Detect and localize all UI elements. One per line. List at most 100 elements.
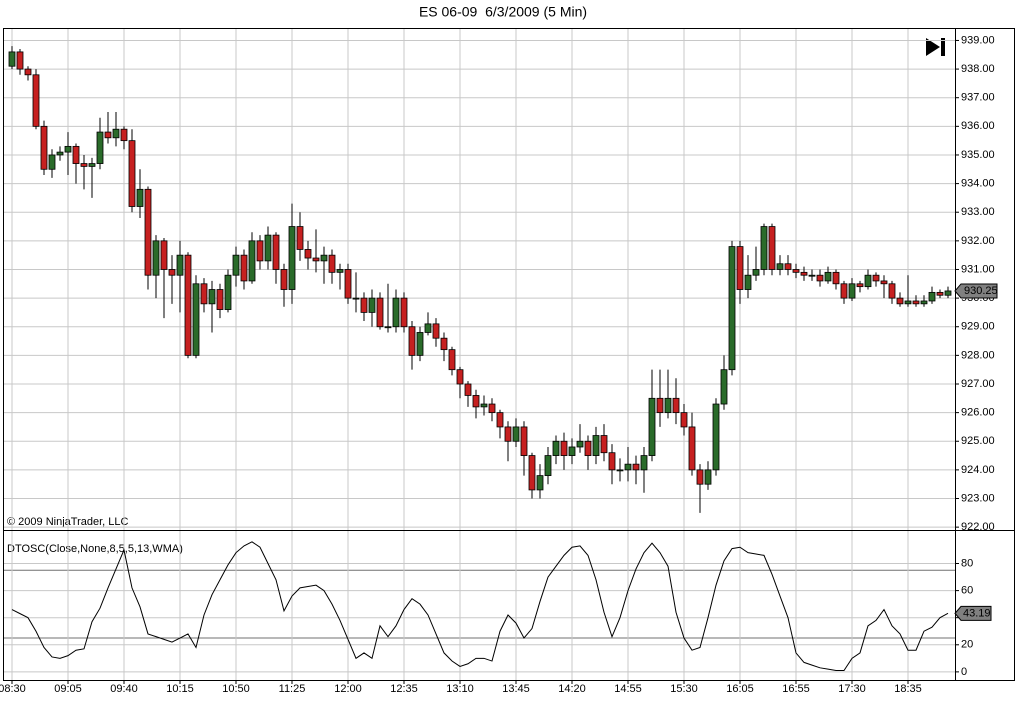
candle-body — [600, 435, 608, 454]
candle-body — [232, 254, 240, 276]
candle-body — [168, 269, 176, 276]
candle-body — [352, 297, 360, 300]
candle-body — [760, 226, 768, 270]
x-tick-label: 10:50 — [222, 683, 250, 695]
candle-body — [648, 397, 656, 456]
candle-body — [312, 257, 320, 262]
y-tick-label: 60 — [961, 585, 973, 597]
candle-body — [456, 369, 464, 385]
y-tick-label: 935.00 — [961, 149, 995, 161]
x-tick-label: 13:45 — [502, 683, 530, 695]
candle-body — [848, 283, 856, 299]
candle-body — [744, 274, 752, 290]
candle-body — [280, 269, 288, 290]
candle-body — [208, 289, 216, 305]
x-tick-label: 11:25 — [279, 683, 306, 695]
candle-body — [528, 455, 536, 491]
last-osc-box — [954, 605, 992, 621]
candle-body — [216, 289, 224, 310]
x-tick-label: 12:35 — [390, 683, 418, 695]
candle-body — [408, 326, 416, 356]
candle-body — [920, 300, 928, 305]
candle-body — [80, 163, 88, 167]
y-tick-label: 0 — [961, 666, 967, 678]
candle-body — [544, 455, 552, 477]
play-bar[interactable] — [941, 38, 945, 56]
last-price-label: 930.25 — [964, 285, 998, 297]
candle-body — [592, 435, 600, 456]
x-tick-label: 10:15 — [166, 683, 194, 695]
candle-body — [240, 254, 248, 282]
candle-body — [328, 254, 336, 273]
y-tick-label: 925.00 — [961, 435, 995, 447]
candle-body — [248, 240, 256, 282]
y-tick-label: 922.00 — [961, 521, 995, 533]
candle-body — [40, 125, 48, 170]
play-icon[interactable] — [926, 38, 940, 56]
candle-body — [496, 412, 504, 428]
marks — [8, 46, 952, 672]
x-tick-label: 14:55 — [614, 683, 642, 695]
candle-body — [704, 469, 712, 485]
candle-body — [272, 234, 280, 270]
candle-body — [520, 426, 528, 456]
candle-body — [832, 271, 840, 285]
y-tick-label: 927.00 — [961, 378, 995, 390]
y-tick-label: 931.00 — [961, 263, 995, 275]
candle-body — [776, 263, 784, 270]
play-button[interactable] — [926, 38, 945, 56]
candle-body — [824, 271, 832, 282]
candle-body — [696, 469, 704, 485]
candle-body — [152, 240, 160, 276]
candle-body — [200, 283, 208, 305]
candle-body — [304, 249, 312, 259]
candle-body — [944, 290, 952, 296]
candle-body — [800, 271, 808, 276]
x-tick-label: 18:35 — [894, 683, 922, 695]
chart-title: ES 06-09 6/3/2009 (5 Min) — [419, 4, 587, 20]
y-tick-label: 933.00 — [961, 206, 995, 218]
candle-body — [384, 326, 392, 329]
candle-body — [720, 369, 728, 405]
candle-body — [104, 131, 112, 139]
candle-body — [552, 440, 560, 456]
candle-body — [768, 226, 776, 270]
candle-body — [624, 463, 632, 471]
candle-body — [224, 274, 232, 310]
candle-body — [896, 297, 904, 305]
candle-body — [872, 274, 880, 282]
y-tick-label: 936.00 — [961, 120, 995, 132]
candle-body — [432, 323, 440, 339]
candle-body — [904, 300, 912, 305]
candle-body — [576, 440, 584, 448]
candle-body — [656, 397, 664, 414]
candle-body — [584, 440, 592, 456]
candle-body — [664, 397, 672, 414]
x-tick-label: 15:30 — [670, 683, 698, 695]
candle-body — [48, 154, 56, 170]
y-tick-label: 924.00 — [961, 464, 995, 476]
candle-body — [928, 291, 936, 302]
y-tick-label: 923.00 — [961, 492, 995, 504]
candle-body — [568, 446, 576, 456]
x-tick-label: 17:30 — [838, 683, 866, 695]
candle-body — [32, 74, 40, 127]
candle-body — [360, 297, 368, 313]
y-tick-label: 926.00 — [961, 407, 995, 419]
candle-body — [816, 274, 824, 282]
candle-body — [296, 226, 304, 250]
candle-body — [808, 274, 816, 277]
labels: 922.00 923.00 924.00 925.00 926.00 927.00 928.… — [0, 34, 998, 695]
candle-body — [176, 254, 184, 276]
candle-body — [344, 269, 352, 299]
candle-body — [784, 263, 792, 270]
candle-body — [24, 68, 32, 76]
candle-body — [728, 246, 736, 371]
candle-body — [480, 403, 488, 408]
candle-body — [512, 426, 520, 442]
candle-body — [392, 297, 400, 328]
osc-panel-frame — [3, 530, 1015, 681]
candle-body — [72, 145, 80, 164]
